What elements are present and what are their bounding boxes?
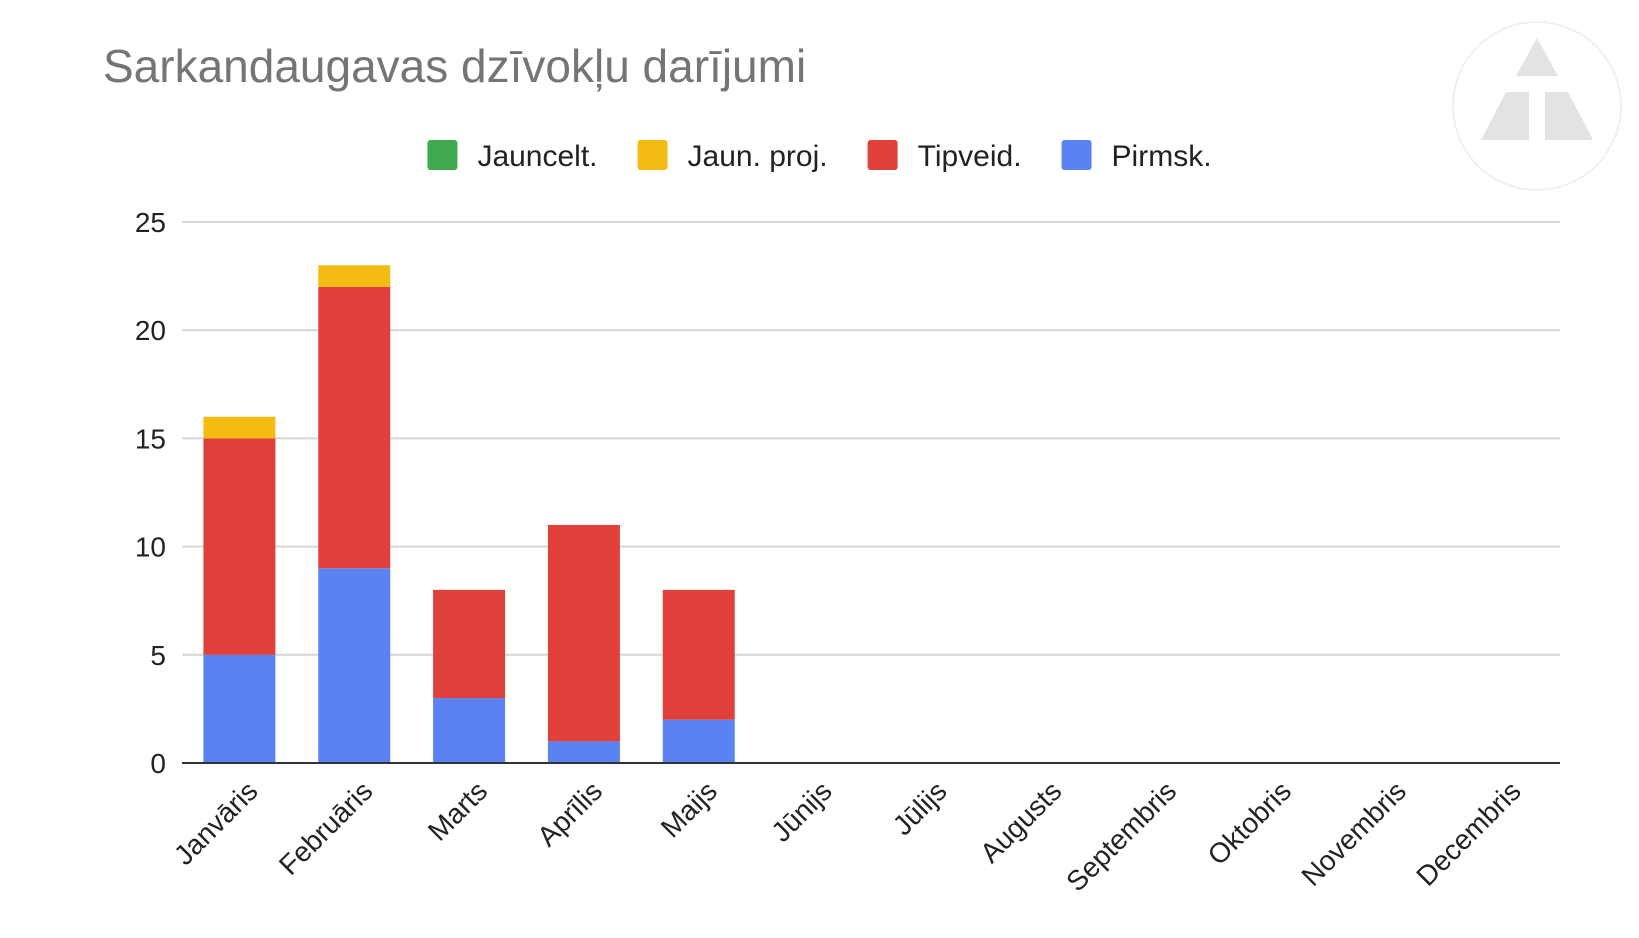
y-axis-ticks: 0 5 10 15 20 25 <box>135 207 166 779</box>
x-tick-label-septembris: Septembris <box>1060 775 1182 897</box>
y-tick-label: 0 <box>150 748 166 779</box>
legend-swatch-tipveid <box>867 140 898 170</box>
x-tick-label-oktobris: Oktobris <box>1202 775 1298 871</box>
bar-marks <box>203 265 735 763</box>
bar-februaris-jaun-proj <box>318 265 391 287</box>
legend-label-pirmsk: Pirmsk. <box>1112 140 1212 173</box>
legend-label-tipveid: Tipveid. <box>918 140 1022 173</box>
x-tick-label-janvaris: Janvāris <box>168 775 264 871</box>
bar-maijs-pirmsk <box>662 719 735 763</box>
legend-swatch-jaun-proj <box>637 140 668 170</box>
y-tick-label: 10 <box>135 532 166 563</box>
chart-legend: Jauncelt. Jaun. proj. Tipveid. Pirmsk. <box>427 140 1212 173</box>
y-gridlines <box>182 221 1560 656</box>
y-tick-label: 15 <box>135 423 166 454</box>
bar-janvaris-pirmsk <box>203 654 276 763</box>
bar-marts-pirmsk <box>433 698 506 763</box>
x-tick-label-marts: Marts <box>422 775 493 846</box>
logo-watermark-icon <box>1452 21 1622 191</box>
legend-swatch-pirmsk <box>1061 140 1092 170</box>
x-tick-label-junijs: Jūnijs <box>765 775 838 848</box>
bar-janvaris-jaun-proj <box>203 416 276 439</box>
x-tick-label-decembris: Decembris <box>1410 775 1527 892</box>
y-tick-label: 5 <box>150 640 166 671</box>
bar-maijs-tipveid <box>662 589 735 720</box>
x-axis-labels: Janvāris Februāris Marts Aprīlis Maijs Jūnijs… <box>168 775 1527 897</box>
legend-swatch-jauncelt <box>427 140 458 170</box>
x-tick-label-aprilis: Aprīlis <box>531 775 608 852</box>
bar-aprilis-pirmsk <box>547 741 620 763</box>
x-tick-label-julijs: Jūlijs <box>887 775 953 841</box>
y-tick-label: 20 <box>135 315 166 346</box>
y-tick-label: 25 <box>135 207 166 238</box>
x-tick-label-februaris: Februāris <box>273 775 379 881</box>
chart-title: Sarkandaugavas dzīvokļu darījumi <box>103 40 806 92</box>
bar-februaris-pirmsk <box>318 568 391 763</box>
bar-janvaris-tipveid <box>203 438 276 655</box>
x-tick-label-novembris: Novembris <box>1295 775 1412 892</box>
legend-label-jauncelt: Jauncelt. <box>477 140 597 173</box>
bar-februaris-tipveid <box>318 286 391 569</box>
x-tick-label-augusts: Augusts <box>974 775 1067 868</box>
bar-marts-tipveid <box>433 589 506 699</box>
legend-label-jaun-proj: Jaun. proj. <box>688 140 828 173</box>
x-tick-label-maijs: Maijs <box>655 775 723 843</box>
bar-aprilis-tipveid <box>547 524 620 742</box>
